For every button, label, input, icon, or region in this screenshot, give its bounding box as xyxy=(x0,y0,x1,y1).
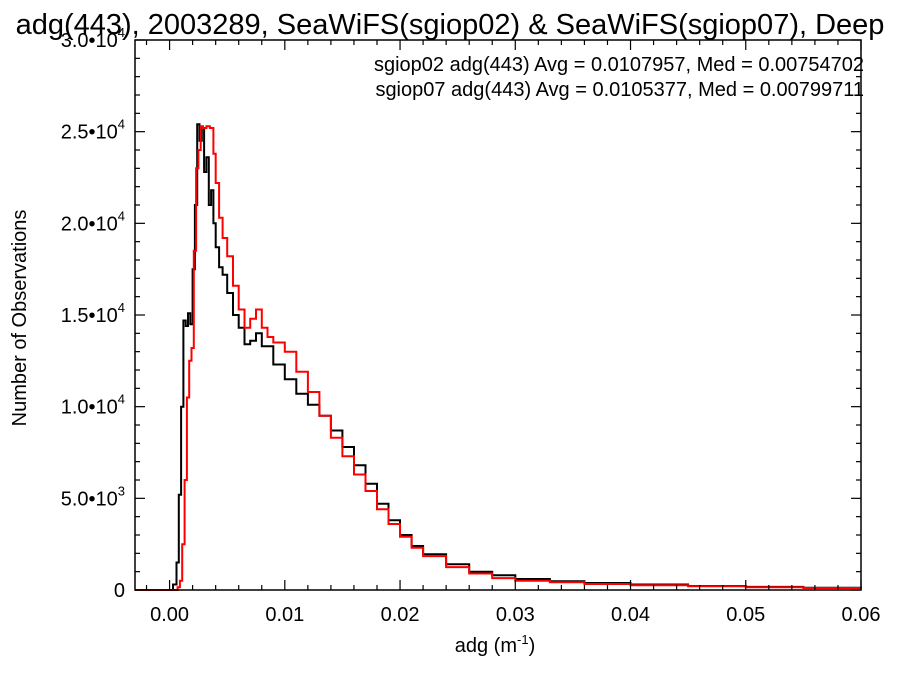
x-tick-label: 0.01 xyxy=(265,604,304,626)
y-tick-label: 2.5•104 xyxy=(61,117,125,144)
x-tick-label: 0.05 xyxy=(726,604,765,626)
y-axis-label: Number of Observations xyxy=(9,210,31,427)
legend-entry-sgiop02: sgiop02 adg(443) Avg = 0.0107957, Med = … xyxy=(374,54,864,76)
x-axis-label: adg (m-1) xyxy=(455,632,535,657)
x-tick-label: 0.06 xyxy=(842,604,881,626)
y-tick-label: 1.0•104 xyxy=(61,392,125,419)
y-tick-label: 3.0•104 xyxy=(61,25,125,52)
y-tick-label: 1.5•104 xyxy=(61,300,125,327)
x-tick-label: 0.02 xyxy=(381,604,420,626)
axes-layer xyxy=(134,39,862,591)
series-0-line xyxy=(135,123,862,591)
x-tick-label: 0.04 xyxy=(611,604,650,626)
legend-entry-sgiop07: sgiop07 adg(443) Avg = 0.0105377, Med = … xyxy=(375,79,864,101)
tick-labels: 0.00 0.01 0.02 0.03 0.04 0.05 0.06 0 5.0•103 1.0•… xyxy=(61,25,881,626)
series-layer xyxy=(135,123,862,591)
x-tick-label: 0.00 xyxy=(150,604,189,626)
series-1-line xyxy=(135,125,862,591)
y-tick-label: 2.0•104 xyxy=(61,208,125,235)
x-tick-label: 0.03 xyxy=(496,604,535,626)
chart-title: adg(443), 2003289, SeaWiFS(sgiop02) & Se… xyxy=(16,9,885,41)
y-tick-label: 0 xyxy=(114,580,125,602)
y-tick-label: 5.0•103 xyxy=(61,483,125,510)
